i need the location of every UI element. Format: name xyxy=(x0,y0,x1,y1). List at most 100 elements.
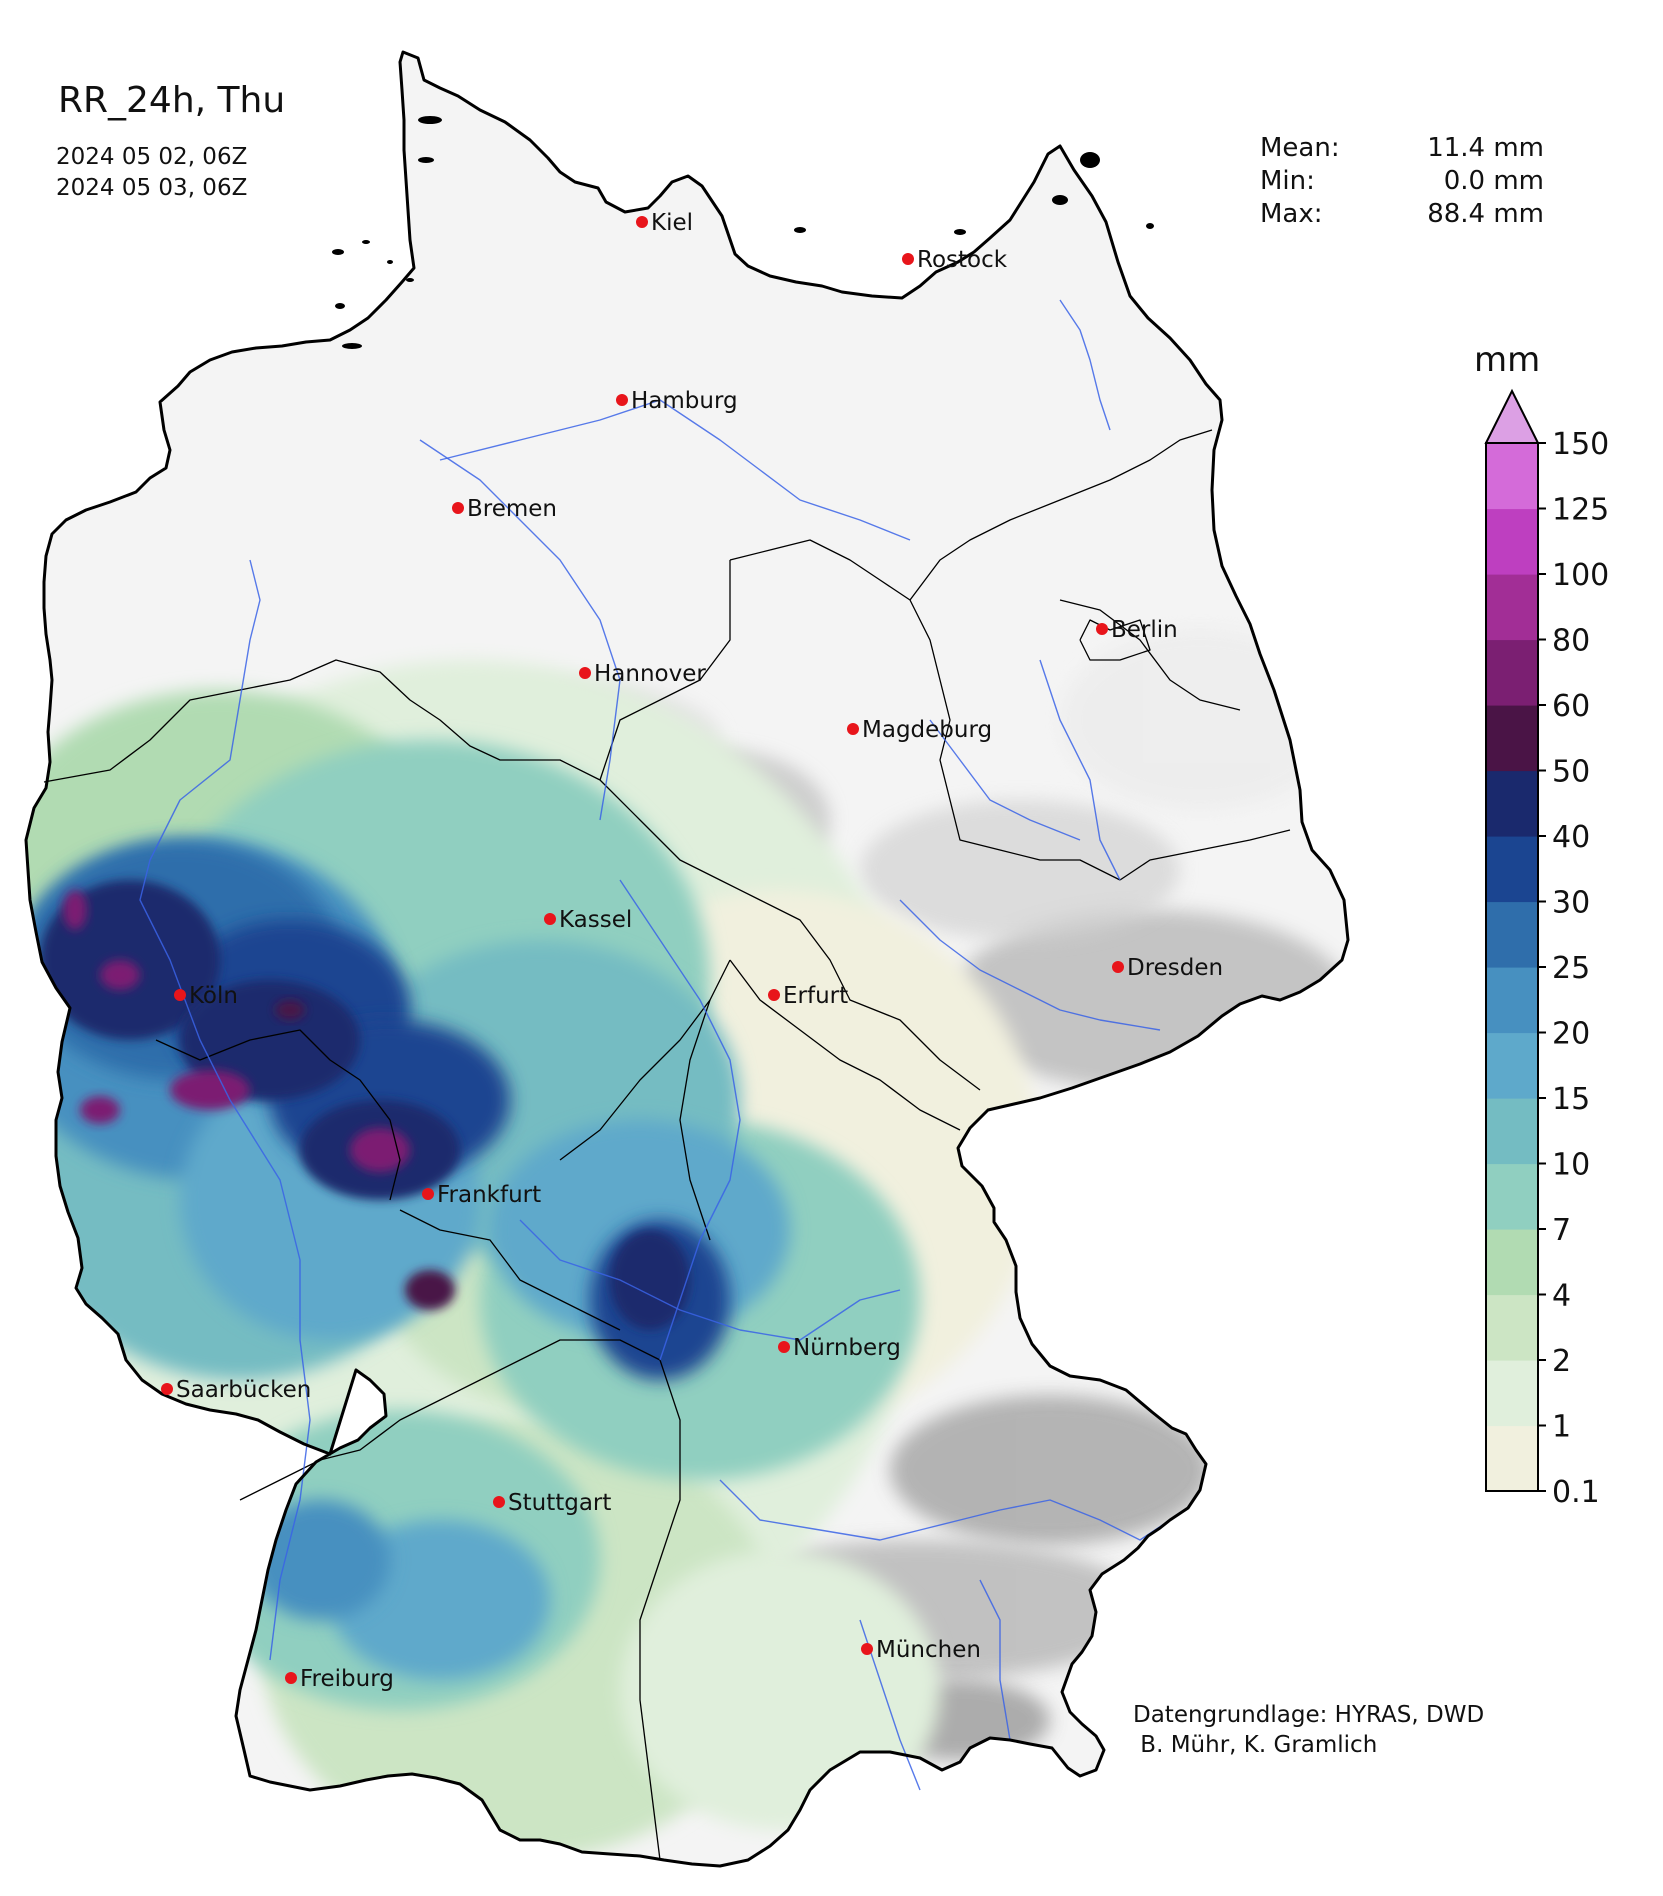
city-label: Freiburg xyxy=(300,1666,394,1692)
island xyxy=(418,157,434,163)
city-label: Stuttgart xyxy=(508,1490,611,1516)
city-marker xyxy=(902,253,914,265)
state-border xyxy=(1059,599,1241,711)
river xyxy=(979,1579,1011,1741)
stat-label: Min: xyxy=(1260,166,1315,196)
stat-label: Mean: xyxy=(1260,133,1340,163)
stat-mean: Mean: 11.4 mm xyxy=(1260,132,1544,165)
city-label: Rostock xyxy=(917,247,1008,273)
city-markers: Kiel Rostock Hamburg Bremen Berlin Hannover Ma… xyxy=(161,210,1223,1692)
island xyxy=(387,260,393,264)
map-title: RR_24h, Thu xyxy=(58,80,286,121)
stat-value: 88.4 mm xyxy=(1427,199,1544,229)
colorbar-unit: mm xyxy=(1474,340,1541,380)
state-borders xyxy=(43,429,1291,1861)
state-border xyxy=(729,959,961,1131)
island xyxy=(335,303,345,309)
state-border xyxy=(909,429,1213,601)
city-label: Kassel xyxy=(559,907,632,933)
state-border xyxy=(43,659,601,783)
city-label: Köln xyxy=(189,983,238,1009)
city-marker xyxy=(861,1643,873,1655)
island xyxy=(332,249,344,255)
city-label: Bremen xyxy=(467,496,557,522)
island xyxy=(362,240,370,244)
state-border xyxy=(559,959,731,1161)
precip-area xyxy=(80,1096,120,1124)
island xyxy=(406,278,414,282)
precip-area xyxy=(275,1000,305,1020)
city-label: Magdeburg xyxy=(862,717,992,743)
precip-area xyxy=(250,1500,390,1620)
city-marker xyxy=(847,723,859,735)
city-marker xyxy=(1096,623,1108,635)
stat-min: Min: 0.0 mm xyxy=(1260,165,1544,198)
city-label: Dresden xyxy=(1127,955,1223,981)
city-label: Saarbücken xyxy=(176,1377,311,1403)
river xyxy=(419,439,621,821)
island xyxy=(1052,195,1068,205)
precip-area xyxy=(405,1270,455,1310)
stat-value: 0.0 mm xyxy=(1443,166,1544,196)
state-border xyxy=(729,539,911,601)
state-border xyxy=(239,1339,681,1861)
river xyxy=(899,899,1161,1031)
stat-label: Max: xyxy=(1260,199,1323,229)
time-period: 2024 05 02, 06Z 2024 05 03, 06Z xyxy=(56,142,247,204)
city-label: Nürnberg xyxy=(793,1335,901,1361)
state-border xyxy=(399,1209,621,1331)
city-marker xyxy=(422,1188,434,1200)
credits-text: Datengrundlage: HYRAS, DWD B. Mühr, K. G… xyxy=(1133,1702,1485,1758)
state-border xyxy=(155,1029,401,1201)
city-label: Kiel xyxy=(651,210,693,236)
precip-area xyxy=(890,1395,1210,1545)
state-border xyxy=(599,779,981,1091)
precip-area xyxy=(860,800,1180,940)
state-border xyxy=(909,599,1121,881)
precip-area xyxy=(350,1128,410,1172)
city-marker xyxy=(616,394,628,406)
city-marker xyxy=(452,502,464,514)
city-label: Berlin xyxy=(1111,617,1178,643)
precip-area xyxy=(170,1070,250,1110)
period-start: 2024 05 02, 06Z xyxy=(56,144,248,170)
river xyxy=(519,1219,901,1341)
river xyxy=(719,1479,1171,1541)
river xyxy=(1039,659,1121,881)
city-label: Erfurt xyxy=(783,983,848,1009)
precip-area xyxy=(100,960,140,990)
city-marker xyxy=(768,989,780,1001)
stat-value: 11.4 mm xyxy=(1427,133,1544,163)
city-marker xyxy=(544,913,556,925)
precip-area xyxy=(180,980,360,1100)
city-marker xyxy=(636,216,648,228)
precip-area xyxy=(610,1230,690,1330)
river xyxy=(439,399,911,541)
statistics-box: Mean: 11.4 mm Min: 0.0 mm Max: 88.4 mm xyxy=(1260,132,1544,231)
city-marker xyxy=(493,1496,505,1508)
stat-max: Max: 88.4 mm xyxy=(1260,198,1544,231)
city-marker xyxy=(285,1672,297,1684)
island xyxy=(342,343,362,349)
river xyxy=(619,879,741,1361)
city-label: Hamburg xyxy=(631,388,738,414)
state-border xyxy=(599,560,731,781)
city-marker xyxy=(778,1341,790,1353)
state-border xyxy=(1079,619,1151,661)
city-marker xyxy=(579,667,591,679)
state-border xyxy=(679,999,711,1241)
island xyxy=(1080,152,1100,168)
city-marker xyxy=(161,1383,173,1395)
rivers xyxy=(139,299,1171,1791)
city-label: München xyxy=(876,1637,981,1663)
country-outline xyxy=(24,50,1350,1868)
island xyxy=(954,229,966,235)
city-label: Hannover xyxy=(594,661,706,687)
river xyxy=(1059,299,1111,431)
city-label: Frankfurt xyxy=(437,1182,541,1208)
river xyxy=(139,559,311,1661)
island xyxy=(794,227,806,233)
